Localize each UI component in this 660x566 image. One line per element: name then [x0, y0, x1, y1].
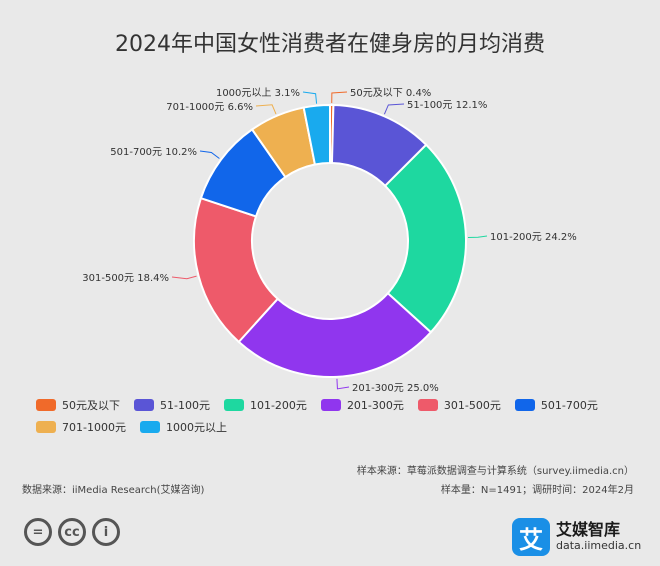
brand: 艾 艾媒智库 data.iimedia.cn [512, 518, 641, 556]
legend-label: 51-100元 [160, 399, 210, 412]
data-source: 数据来源：iiMedia Research(艾媒咨询) [22, 485, 205, 496]
legend: 50元及以下 51-100元 101-200元 201-300元 301-500元 501… [36, 396, 636, 440]
leader-line-101-200 [467, 235, 488, 239]
data-label-701-1000: 701-1000元 6.6% [166, 102, 253, 113]
legend-swatch [139, 421, 160, 433]
license-icons: = cc i [24, 518, 126, 546]
legend-swatch [36, 421, 56, 433]
legend-item-gt1000: 1000元以上 [139, 418, 227, 436]
cc-icon: cc [58, 518, 86, 546]
leader-line-301-500 [171, 275, 197, 280]
legend-swatch [417, 399, 438, 411]
legend-label: 501-700元 [540, 399, 598, 412]
sample-source: 样本来源：草莓派数据调查与计算系统（survey.iimedia.cn） [356, 466, 634, 477]
brand-name: 艾媒智库 [556, 520, 621, 539]
legend-item-51-100: 51-100元 [134, 396, 210, 414]
legend-label: 1000元以上 [165, 421, 227, 434]
legend-swatch [223, 399, 244, 411]
legend-swatch [134, 399, 154, 411]
data-label-gt1000: 1000元以上 3.1% [216, 87, 300, 99]
donut-slice-gt1000 [302, 103, 331, 166]
leader-line-gt1000 [302, 91, 318, 104]
leader-line-201-300 [336, 378, 350, 390]
legend-item-le50: 50元及以下 [36, 396, 120, 414]
person-icon: i [92, 518, 120, 546]
leader-line-le50 [331, 91, 348, 104]
donut-chart: 50元及以下 0.4%51-100元 12.1% 101-200元 24.2% 20… [82, 87, 577, 394]
data-label-501-700: 501-700元 10.2% [110, 147, 197, 158]
leader-line-51-100 [383, 103, 405, 115]
legend-item-201-300: 201-300元 [320, 396, 404, 414]
chart-title: 2024年中国女性消费者在健身房的月均消费 [115, 32, 545, 57]
legend-item-501-700: 501-700元 [514, 396, 598, 414]
legend-label: 50元及以下 [62, 399, 120, 412]
data-label-301-500: 301-500元 18.4% [82, 273, 169, 284]
brand-logo: 艾 [512, 518, 550, 556]
data-label-le50: 50元及以下 0.4% [350, 87, 431, 99]
equals-icon: = [24, 518, 52, 546]
legend-swatch [514, 399, 535, 411]
legend-label: 101-200元 [249, 399, 307, 412]
data-label-101-200: 101-200元 24.2% [490, 232, 577, 243]
donut-slice-201-300 [237, 291, 433, 378]
legend-item-301-500: 301-500元 [417, 396, 501, 414]
legend-label: 301-500元 [443, 399, 501, 412]
legend-label: 201-300元 [346, 399, 404, 412]
donut-slice-101-200 [383, 143, 467, 334]
legend-item-701-1000: 701-1000元 [36, 418, 126, 436]
legend-swatch [320, 399, 341, 411]
brand-url: data.iimedia.cn [556, 539, 642, 552]
legend-item-101-200: 101-200元 [223, 396, 307, 414]
sample-info: 样本量：N=1491；调研时间：2024年2月 [440, 485, 634, 496]
leader-line-501-700 [199, 150, 220, 159]
data-label-201-300: 201-300元 25.0% [352, 383, 439, 394]
leader-line-701-1000 [255, 104, 277, 115]
legend-swatch [36, 399, 56, 411]
data-label-51-100: 51-100元 12.1% [407, 100, 487, 111]
legend-label: 701-1000元 [62, 421, 126, 434]
